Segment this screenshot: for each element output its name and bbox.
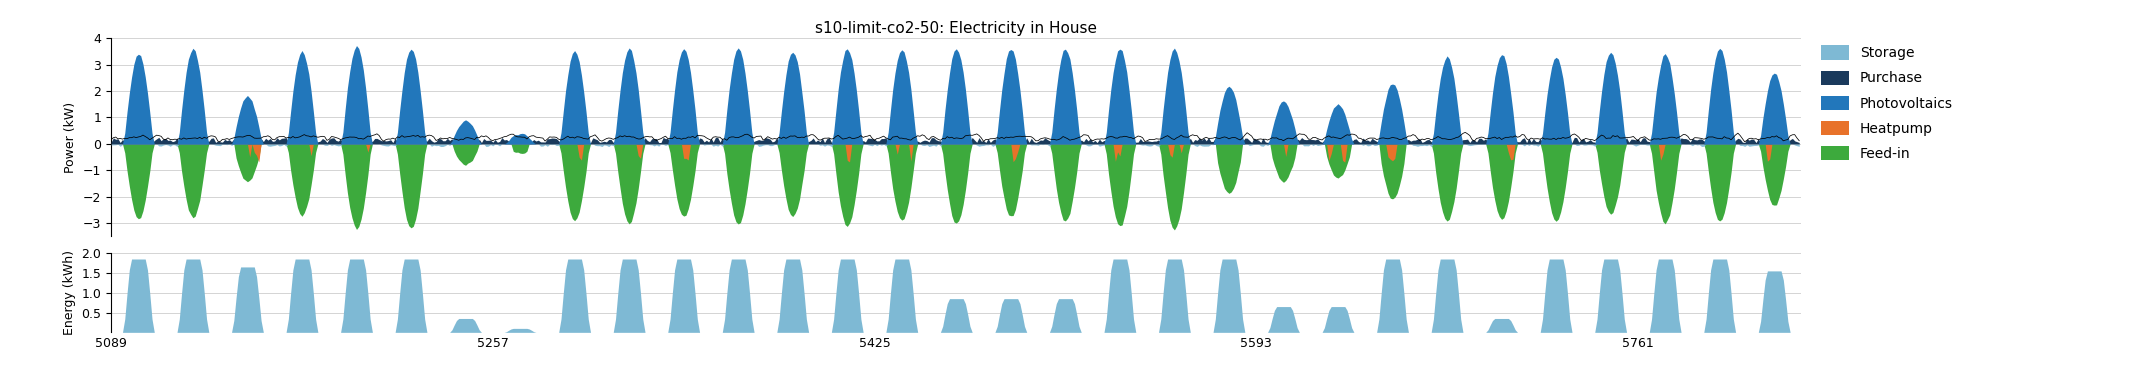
Title: s10-limit-co2-50: Electricity in House: s10-limit-co2-50: Electricity in House: [816, 21, 1096, 36]
Y-axis label: Energy (kWh): Energy (kWh): [62, 250, 75, 335]
Y-axis label: Power (kW): Power (kW): [64, 102, 77, 173]
Legend: Storage, Purchase, Photovoltaics, Heatpump, Feed-in: Storage, Purchase, Photovoltaics, Heatpu…: [1816, 41, 1957, 165]
